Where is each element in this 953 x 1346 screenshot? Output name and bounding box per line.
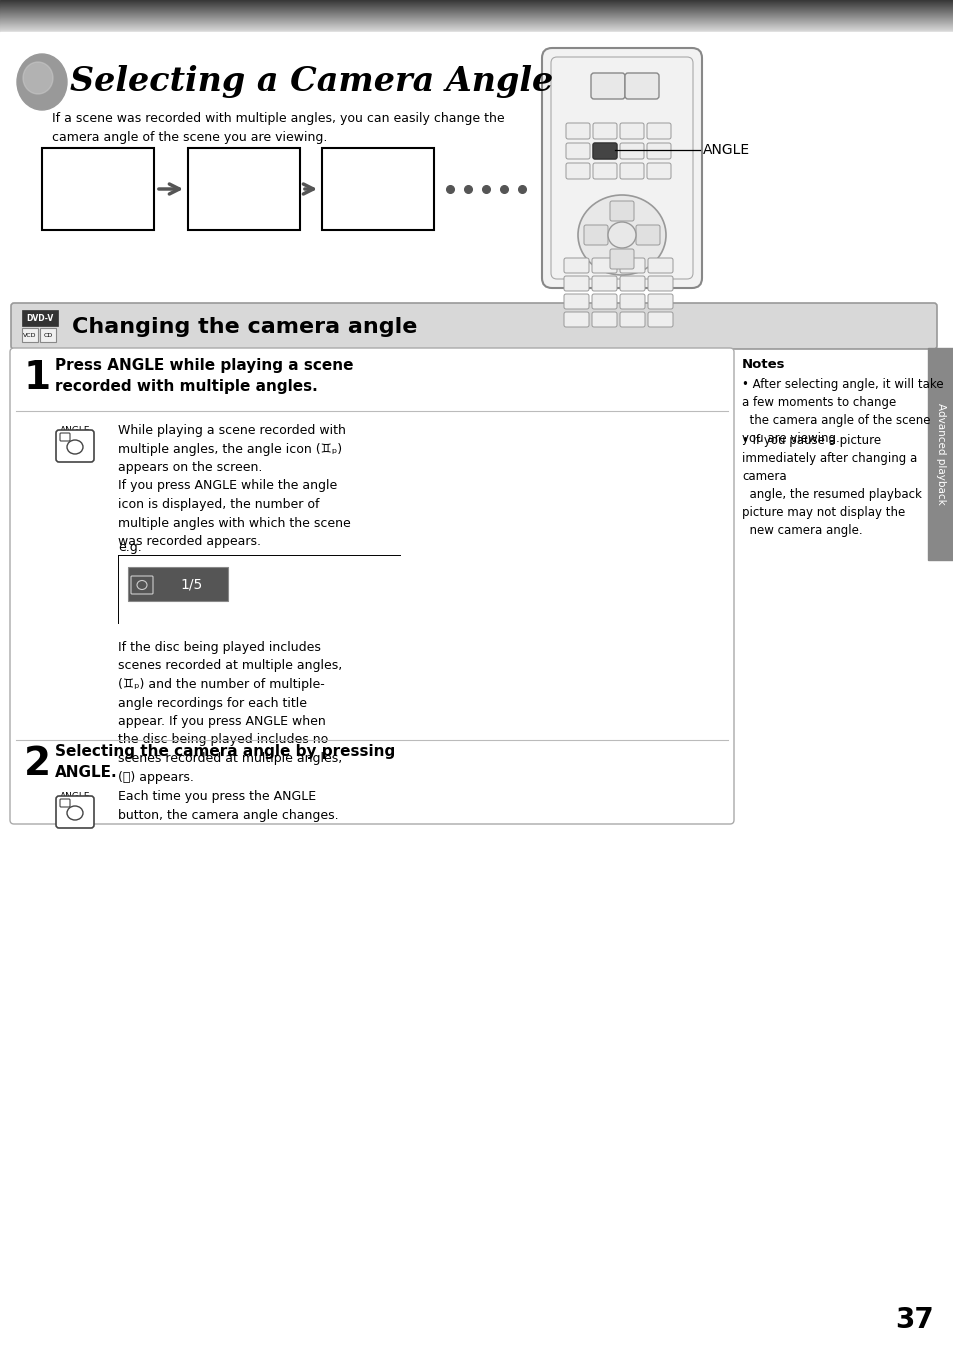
FancyBboxPatch shape bbox=[593, 122, 617, 139]
Ellipse shape bbox=[23, 62, 53, 94]
Text: • After selecting angle, it will take a few moments to change
  the camera angle: • After selecting angle, it will take a … bbox=[741, 378, 943, 446]
FancyBboxPatch shape bbox=[646, 163, 670, 179]
FancyBboxPatch shape bbox=[646, 143, 670, 159]
FancyBboxPatch shape bbox=[592, 276, 617, 291]
Text: • If you pause a picture immediately after changing a camera
  angle, the resume: • If you pause a picture immediately aft… bbox=[741, 433, 921, 537]
Bar bbox=[22, 328, 38, 342]
FancyBboxPatch shape bbox=[593, 143, 617, 159]
Bar bbox=[322, 148, 434, 230]
FancyBboxPatch shape bbox=[647, 293, 672, 310]
Ellipse shape bbox=[137, 580, 147, 590]
Text: 37: 37 bbox=[895, 1306, 933, 1334]
Text: 1: 1 bbox=[24, 359, 51, 397]
FancyBboxPatch shape bbox=[647, 312, 672, 327]
Bar bbox=[42, 148, 153, 230]
FancyBboxPatch shape bbox=[563, 293, 588, 310]
FancyBboxPatch shape bbox=[131, 576, 152, 594]
Text: VCD: VCD bbox=[23, 332, 37, 338]
FancyBboxPatch shape bbox=[619, 143, 643, 159]
Text: DVD-V: DVD-V bbox=[27, 314, 53, 323]
FancyBboxPatch shape bbox=[563, 276, 588, 291]
FancyBboxPatch shape bbox=[592, 312, 617, 327]
FancyBboxPatch shape bbox=[619, 258, 644, 273]
Bar bbox=[927, 349, 953, 560]
Text: Selecting the camera angle by pressing
ANGLE.: Selecting the camera angle by pressing A… bbox=[55, 744, 395, 779]
FancyBboxPatch shape bbox=[541, 48, 701, 288]
FancyBboxPatch shape bbox=[60, 800, 70, 808]
FancyBboxPatch shape bbox=[590, 73, 624, 100]
Text: ANGLE: ANGLE bbox=[702, 143, 749, 157]
Text: Changing the camera angle: Changing the camera angle bbox=[71, 318, 417, 336]
FancyBboxPatch shape bbox=[619, 312, 644, 327]
FancyBboxPatch shape bbox=[60, 433, 70, 441]
Bar bbox=[40, 328, 56, 342]
Text: If the disc being played includes
scenes recorded at multiple angles,
(♊ₚ) and t: If the disc being played includes scenes… bbox=[118, 641, 342, 783]
FancyBboxPatch shape bbox=[583, 225, 607, 245]
FancyBboxPatch shape bbox=[565, 143, 589, 159]
FancyBboxPatch shape bbox=[647, 276, 672, 291]
FancyBboxPatch shape bbox=[646, 122, 670, 139]
FancyBboxPatch shape bbox=[636, 225, 659, 245]
Ellipse shape bbox=[17, 54, 67, 110]
FancyBboxPatch shape bbox=[565, 122, 589, 139]
Text: Each time you press the ANGLE
button, the camera angle changes.: Each time you press the ANGLE button, th… bbox=[118, 790, 338, 821]
FancyBboxPatch shape bbox=[619, 122, 643, 139]
Ellipse shape bbox=[67, 806, 83, 820]
Text: If a scene was recorded with multiple angles, you can easily change the
camera a: If a scene was recorded with multiple an… bbox=[52, 112, 504, 144]
Text: 2: 2 bbox=[24, 744, 51, 783]
Ellipse shape bbox=[578, 195, 665, 275]
FancyBboxPatch shape bbox=[10, 349, 733, 824]
FancyBboxPatch shape bbox=[593, 163, 617, 179]
Text: ANGLE: ANGLE bbox=[60, 425, 91, 435]
Text: Notes: Notes bbox=[741, 358, 784, 371]
Text: e.g.: e.g. bbox=[118, 541, 142, 555]
Text: Press ANGLE while playing a scene
recorded with multiple angles.: Press ANGLE while playing a scene record… bbox=[55, 358, 354, 394]
Bar bbox=[188, 148, 299, 230]
Text: While playing a scene recorded with
multiple angles, the angle icon (♊ₚ)
appears: While playing a scene recorded with mult… bbox=[118, 424, 351, 548]
Ellipse shape bbox=[67, 440, 83, 454]
FancyBboxPatch shape bbox=[563, 312, 588, 327]
Bar bbox=[128, 567, 228, 602]
FancyBboxPatch shape bbox=[609, 249, 634, 269]
Text: ANGLE: ANGLE bbox=[60, 791, 91, 801]
Text: Selecting a Camera Angle: Selecting a Camera Angle bbox=[70, 66, 553, 98]
FancyBboxPatch shape bbox=[592, 258, 617, 273]
Text: Advanced playback: Advanced playback bbox=[935, 402, 945, 505]
FancyBboxPatch shape bbox=[619, 163, 643, 179]
FancyBboxPatch shape bbox=[592, 293, 617, 310]
FancyBboxPatch shape bbox=[609, 201, 634, 221]
FancyBboxPatch shape bbox=[56, 429, 94, 462]
FancyBboxPatch shape bbox=[56, 795, 94, 828]
FancyBboxPatch shape bbox=[647, 258, 672, 273]
FancyBboxPatch shape bbox=[565, 163, 589, 179]
FancyBboxPatch shape bbox=[619, 293, 644, 310]
FancyBboxPatch shape bbox=[593, 143, 617, 159]
Text: CD: CD bbox=[43, 332, 52, 338]
FancyBboxPatch shape bbox=[11, 303, 936, 349]
Bar bbox=[22, 310, 58, 326]
FancyBboxPatch shape bbox=[624, 73, 659, 100]
FancyBboxPatch shape bbox=[619, 276, 644, 291]
FancyBboxPatch shape bbox=[563, 258, 588, 273]
Text: 1/5: 1/5 bbox=[180, 577, 202, 591]
Ellipse shape bbox=[607, 222, 636, 248]
